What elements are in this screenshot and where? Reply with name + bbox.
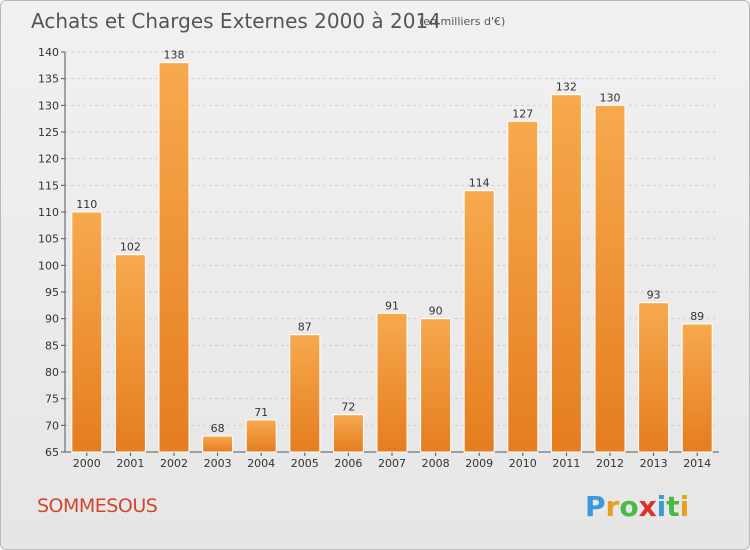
x-tick-label-2006: 2006 — [334, 457, 362, 470]
y-tick-label: 95 — [45, 286, 59, 299]
x-tick-label-2005: 2005 — [291, 457, 319, 470]
bar-2012 — [594, 104, 626, 453]
y-tick-label: 75 — [45, 393, 59, 406]
value-label-2008: 90 — [429, 305, 443, 318]
value-label-2003: 68 — [211, 422, 225, 435]
y-tick-label: 70 — [45, 419, 59, 432]
bar-2009 — [463, 190, 495, 453]
y-tick-label: 135 — [38, 73, 59, 86]
y-tick-label: 125 — [38, 126, 59, 139]
x-tick-label-2010: 2010 — [509, 457, 537, 470]
bar-2000 — [71, 211, 103, 453]
value-label-2013: 93 — [647, 289, 661, 302]
bar-2006 — [332, 414, 364, 453]
x-tick-label-2013: 2013 — [640, 457, 668, 470]
y-tick-label: 65 — [45, 446, 59, 459]
value-label-2004: 71 — [254, 406, 268, 419]
proxiti-logo-text: Proxiti — [585, 490, 689, 523]
proxiti-letter: t — [666, 490, 679, 523]
unit-note: (en milliers d'€) — [419, 15, 506, 28]
bar-2005 — [289, 334, 321, 453]
y-tick-label: 80 — [45, 366, 59, 379]
x-tick-label-2002: 2002 — [160, 457, 188, 470]
bar-2001 — [114, 254, 146, 453]
chart-title: Achats et Charges Externes 2000 à 2014 — [31, 9, 441, 33]
value-label-2011: 132 — [556, 81, 577, 94]
value-label-2007: 91 — [385, 299, 399, 312]
bar-2011 — [550, 94, 582, 453]
proxiti-letter: i — [680, 490, 690, 523]
value-label-2012: 130 — [600, 91, 621, 104]
y-tick-label: 90 — [45, 313, 59, 326]
x-tick-label-2007: 2007 — [378, 457, 406, 470]
x-tick-label-2012: 2012 — [596, 457, 624, 470]
x-tick-label-2008: 2008 — [422, 457, 450, 470]
value-label-2001: 102 — [120, 241, 141, 254]
value-label-2005: 87 — [298, 321, 312, 334]
value-label-2010: 127 — [512, 107, 533, 120]
bar-2010 — [507, 120, 539, 453]
proxiti-letter: o — [619, 490, 638, 523]
y-tick-label: 85 — [45, 339, 59, 352]
value-label-2000: 110 — [76, 198, 97, 211]
bar-2014 — [681, 323, 713, 453]
bar-2008 — [420, 318, 452, 453]
x-tick-label-2001: 2001 — [116, 457, 144, 470]
proxiti-letter: r — [606, 490, 620, 523]
proxiti-logo: Proxiti — [585, 490, 689, 523]
bar-2013 — [638, 302, 670, 453]
bar-2002 — [158, 62, 190, 453]
value-label-2014: 89 — [690, 310, 704, 323]
bar-2003 — [202, 435, 234, 453]
value-label-2006: 72 — [341, 401, 355, 414]
y-tick-label: 115 — [38, 179, 59, 192]
y-tick-label: 100 — [38, 259, 59, 272]
bar-2004 — [245, 419, 277, 453]
y-tick-label: 110 — [38, 206, 59, 219]
y-tick-label: 120 — [38, 153, 59, 166]
x-tick-label-2014: 2014 — [683, 457, 711, 470]
x-tick-label-2009: 2009 — [465, 457, 493, 470]
y-tick-label: 105 — [38, 233, 59, 246]
commune-name: SOMMESOUS — [37, 495, 158, 517]
value-label-2009: 114 — [469, 177, 490, 190]
proxiti-letter: i — [657, 490, 667, 523]
bars — [71, 62, 713, 453]
x-tick-label-2004: 2004 — [247, 457, 275, 470]
proxiti-letter: x — [639, 490, 657, 523]
bar-2007 — [376, 312, 408, 453]
x-tick-label-2000: 2000 — [73, 457, 101, 470]
x-tick-label-2003: 2003 — [204, 457, 232, 470]
x-tick-label-2011: 2011 — [552, 457, 580, 470]
value-label-2002: 138 — [164, 49, 185, 62]
y-tick-label: 130 — [38, 99, 59, 112]
labels: 65 70 75 80 85 90 95 100 105 110 115 120 125 130 135 14… — [38, 46, 711, 470]
y-tick-label: 140 — [38, 46, 59, 59]
proxiti-letter: P — [585, 490, 606, 523]
